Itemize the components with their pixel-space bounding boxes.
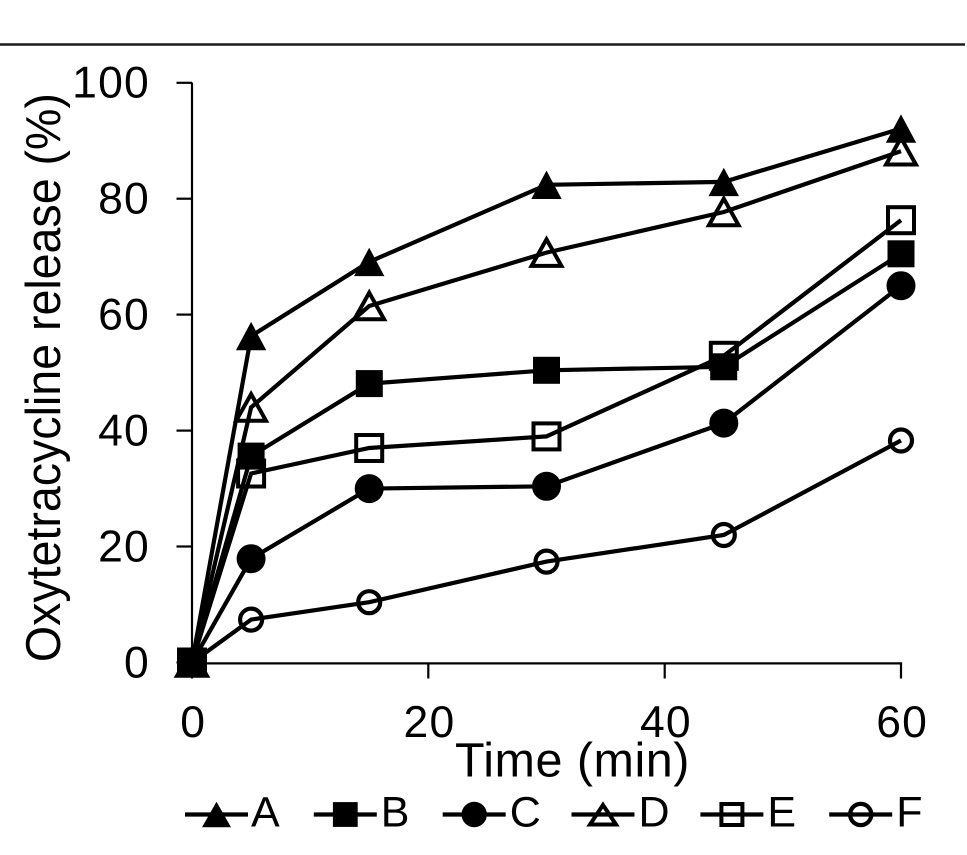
svg-text:20: 20 [404, 698, 456, 747]
svg-text:60: 60 [98, 291, 150, 340]
svg-text:C: C [510, 789, 541, 837]
svg-text:40: 40 [98, 407, 150, 456]
svg-text:20: 20 [98, 522, 150, 571]
svg-text:F: F [896, 789, 922, 837]
svg-text:80: 80 [98, 175, 150, 224]
svg-text:0: 0 [180, 698, 206, 747]
svg-text:B: B [381, 789, 410, 837]
svg-text:Time (min): Time (min) [455, 734, 690, 788]
svg-text:Oxytetracycline release (%): Oxytetracycline release (%) [17, 93, 71, 662]
svg-text:0: 0 [124, 638, 150, 687]
svg-text:E: E [767, 789, 796, 837]
svg-text:100: 100 [72, 59, 150, 108]
svg-text:D: D [639, 789, 670, 837]
svg-text:60: 60 [876, 698, 928, 747]
svg-text:40: 40 [640, 698, 692, 747]
svg-text:A: A [251, 789, 280, 837]
